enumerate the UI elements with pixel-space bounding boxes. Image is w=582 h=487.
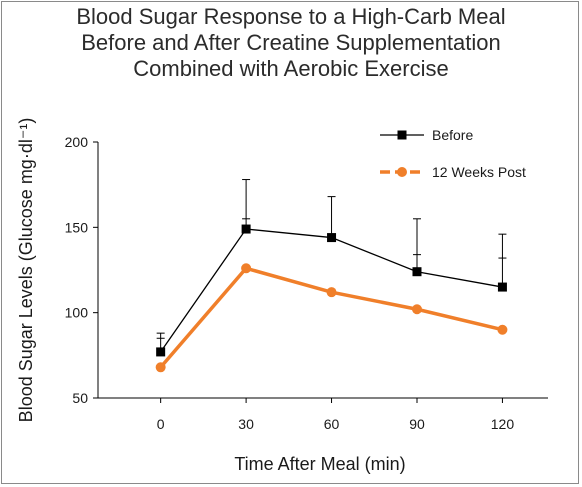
- chart-title-line-1: Blood Sugar Response to a High-Carb Meal: [76, 4, 506, 29]
- data-point: [156, 347, 166, 357]
- data-point: [412, 267, 422, 277]
- axes: 50 100 150 200 0 30 60 90 120: [65, 134, 548, 432]
- data-point: [241, 224, 251, 234]
- x-tick-label: 0: [157, 416, 165, 432]
- y-tick-label: 150: [65, 219, 89, 235]
- legend-label: 12 Weeks Post: [432, 164, 526, 180]
- series-layer: [155, 179, 508, 373]
- data-point: [241, 263, 252, 274]
- x-tick-label: 90: [409, 416, 425, 432]
- data-point: [327, 233, 337, 243]
- data-point: [411, 304, 422, 315]
- series-before: [156, 179, 507, 357]
- data-point: [497, 282, 507, 292]
- x-tick-label: 30: [238, 416, 254, 432]
- series-line: [159, 266, 503, 369]
- legend-marker-12-weeks-post: [397, 167, 407, 177]
- x-tick-label: 60: [324, 416, 340, 432]
- y-axis-title: Blood Sugar Levels (Glucose mg·dl⁻¹): [16, 118, 36, 423]
- y-tick-label: 200: [65, 134, 89, 150]
- data-point: [326, 287, 337, 298]
- x-tick-label: 120: [491, 416, 515, 432]
- series-12-weeks-post: [155, 263, 508, 373]
- legend-marker-before: [397, 130, 407, 140]
- legend: Before 12 Weeks Post: [380, 127, 526, 180]
- data-point: [155, 362, 166, 373]
- chart-title: Blood Sugar Response to a High-Carb Meal…: [0, 4, 582, 82]
- y-tick-label: 50: [72, 390, 88, 406]
- chart-title-line-3: Combined with Aerobic Exercise: [133, 56, 449, 81]
- y-tick-label: 100: [65, 305, 89, 321]
- x-axis-title: Time After Meal (min): [234, 454, 405, 474]
- legend-label: Before: [432, 127, 473, 143]
- chart-title-line-2: Before and After Creatine Supplementatio…: [81, 30, 501, 55]
- data-point: [497, 324, 508, 335]
